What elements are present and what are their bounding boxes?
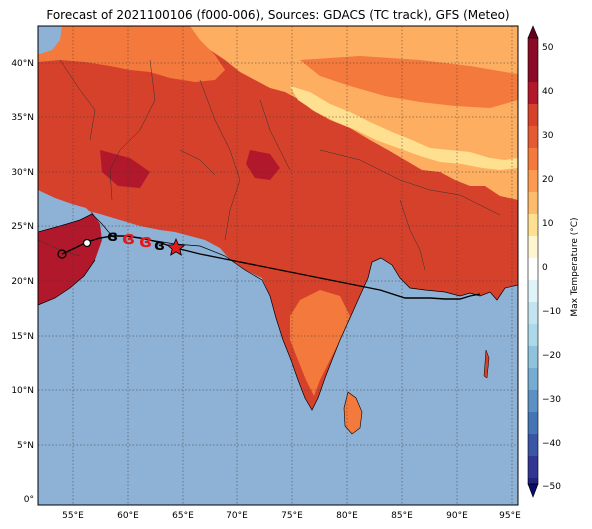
colorbar-segment [528, 456, 538, 478]
colorbar-tick-label: 50 [542, 43, 554, 53]
lat-tick-label: 35°N [11, 113, 34, 123]
colorbar-segment [528, 478, 538, 484]
colorbar-segment [528, 368, 538, 390]
graticule [38, 26, 518, 505]
colorbar-segment [528, 82, 538, 104]
colorbar-tick-label: 40 [542, 87, 554, 97]
lat-tick-label: 0° [24, 495, 34, 505]
land-arabia [38, 212, 102, 305]
land-plateau-cold [290, 86, 518, 170]
colorbar-segment [528, 390, 538, 412]
coastline-arabia [38, 213, 96, 306]
land-sri-lanka-top [343, 391, 363, 435]
country-borders [38, 59, 501, 271]
colorbar-tick-label: −20 [542, 351, 561, 361]
tc-symbol-depression-1: ɞ [107, 227, 118, 245]
colorbar-bottom-arrow [527, 483, 539, 498]
sea-arabian [38, 236, 312, 505]
colorbar-top-arrow [527, 25, 539, 39]
lat-tick-label: 40°N [11, 59, 34, 69]
colorbar-segment [528, 346, 538, 368]
lon-tick-label: 55°E [62, 511, 84, 521]
lon-tick-label: 85°E [391, 511, 413, 521]
colorbar-segment [528, 324, 538, 346]
land-india-hot [290, 290, 350, 396]
colorbar-segment [528, 38, 538, 82]
lon-axis: 55°E 60°E 65°E 70°E 75°E 80°E 85°E 90°E … [62, 511, 521, 521]
colorbar-segment [528, 258, 538, 280]
sea-persian-gulf [38, 190, 92, 232]
lat-tick-label: 15°N [11, 332, 34, 342]
colorbar-tick-label: 30 [542, 131, 554, 141]
tc-symbol-storm-2: ɞ [139, 231, 152, 252]
colorbar-segment [528, 214, 538, 236]
colorbar-tick-label: 10 [542, 219, 554, 229]
colorbar-segment [528, 434, 538, 456]
colorbar-segment [528, 302, 538, 324]
lon-tick-label: 80°E [336, 511, 358, 521]
colorbar-segment [528, 148, 538, 170]
colorbar-segment [528, 280, 538, 302]
colorbar-tick-label: −40 [542, 439, 561, 449]
lat-axis: 40°N 35°N 30°N 25°N 20°N 15°N 10°N 5°N 0… [11, 59, 34, 505]
colorbar-segment [528, 236, 538, 258]
lon-tick-label: 75°E [281, 511, 303, 521]
sea-caspian [38, 26, 62, 54]
sea-bay-of-bengal [312, 258, 518, 505]
tc-point-past-1 [57, 249, 67, 259]
colorbar-segment [528, 192, 538, 214]
lon-tick-label: 95°E [499, 511, 521, 521]
tc-symbol-depression-2: ɞ [154, 236, 165, 254]
colorbar-segment [528, 412, 538, 434]
map-panel: ɞ ɞ ɞ ɞ [38, 26, 518, 505]
colorbar-segment [528, 170, 538, 192]
colorbar-tick-label: −10 [542, 307, 561, 317]
tc-symbol-storm-1: ɞ [122, 228, 135, 249]
lat-tick-label: 30°N [11, 168, 34, 178]
land-north-warm [38, 26, 225, 82]
lon-tick-label: 65°E [172, 511, 194, 521]
lon-tick-label: 60°E [117, 511, 139, 521]
colorbar-segment [528, 126, 538, 148]
colorbar: 50 40 30 20 10 0 −10 −20 −30 −40 −50 Max… [527, 25, 580, 498]
lat-tick-label: 20°N [11, 277, 34, 287]
tc-point-past-2 [82, 238, 92, 248]
tc-track-points: ɞ ɞ ɞ ɞ [57, 227, 186, 259]
land-pakistan-hot [100, 150, 150, 188]
colorbar-tick-label: 0 [542, 263, 548, 273]
lat-tick-label: 25°N [11, 222, 34, 232]
colorbar-label: Max Temperature (°C) [570, 217, 580, 316]
colorbar-tick-label: 20 [542, 175, 554, 185]
lon-tick-label: 90°E [446, 511, 468, 521]
tc-track-line [61, 235, 481, 300]
coastline [91, 213, 518, 411]
tc-current-position-star-icon [166, 237, 186, 256]
land-andaman [483, 349, 490, 379]
lat-tick-label: 5°N [17, 441, 34, 451]
colorbar-tick-label: −50 [542, 482, 561, 492]
map-title: Forecast of 2021100106 (f000-006), Sourc… [46, 8, 510, 22]
colorbar-segment [528, 104, 538, 126]
colorbar-frame [527, 37, 539, 485]
land-north-mid [300, 56, 518, 108]
lon-tick-label: 70°E [226, 511, 248, 521]
lat-tick-label: 10°N [11, 386, 34, 396]
map-frame [37, 25, 519, 506]
colorbar-tick-label: −30 [542, 395, 561, 405]
land-iran-hot [246, 150, 280, 180]
